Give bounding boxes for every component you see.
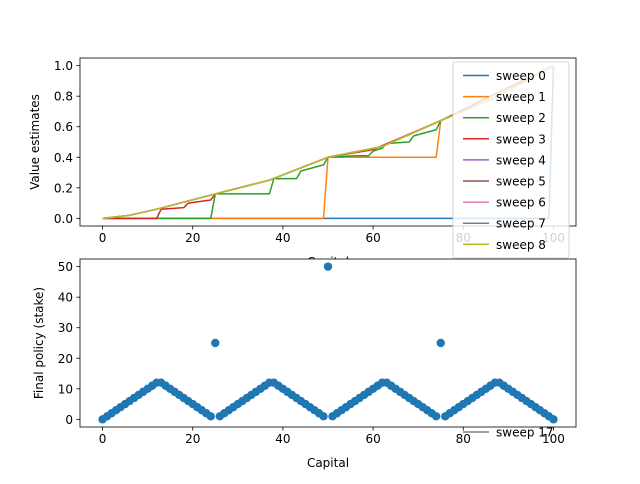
top-y-tick-label: 0.6 [54, 120, 73, 134]
top-x-tick-label: 0 [99, 231, 107, 245]
top-y-tick-label: 1.0 [54, 59, 73, 73]
policy-point [432, 412, 441, 421]
policy-point [323, 262, 333, 271]
legend-label-sweep-6: sweep 6 [496, 196, 546, 210]
top-y-tick-label: 0.8 [54, 90, 73, 104]
legend-label-sweep-4: sweep 4 [496, 153, 546, 167]
legend-overlap-entry: sweep 17 [463, 426, 554, 440]
top-x-tick-label: 20 [185, 231, 200, 245]
policy-points-group [98, 262, 558, 424]
bottom-y-tick-label: 40 [58, 291, 73, 305]
bottom-x-tick-label: 0 [99, 432, 107, 446]
top-x-tick-label: 60 [365, 231, 380, 245]
bottom-x-tick-label: 60 [365, 432, 380, 446]
bottom-y-tick-label: 20 [58, 352, 73, 366]
policy-point [549, 415, 558, 424]
policy-point [206, 412, 215, 421]
legend-label-sweep-2: sweep 2 [496, 111, 546, 125]
top-y-tick-label: 0.0 [54, 212, 73, 226]
series-line-sweep-2 [102, 64, 554, 220]
top-y-axis-label: Value estimates [28, 94, 42, 190]
bottom-x-ticks: 0 20 40 60 80 100 [99, 427, 565, 446]
legend-label-sweep-3: sweep 3 [496, 132, 546, 146]
bottom-y-tick-label: 50 [58, 260, 73, 274]
legend-label-sweep-5: sweep 5 [496, 175, 546, 189]
bottom-plot-frame [79, 258, 577, 428]
bottom-y-ticks: 0 10 20 30 40 50 [58, 260, 80, 427]
bottom-x-axis-label: Capital [307, 456, 349, 470]
legend-overlap-label: sweep 17 [496, 426, 554, 440]
legend-box [452, 61, 570, 259]
final-policy-chart: 0 20 40 60 80 100 0 10 20 30 40 50 Capital Final p… [32, 258, 577, 470]
legend-label-sweep-8: sweep 8 [496, 238, 546, 252]
bottom-y-tick-label: 30 [58, 321, 73, 335]
policy-point [319, 412, 328, 421]
bottom-y-tick-label: 0 [65, 413, 73, 427]
legend-label-sweep-1: sweep 1 [496, 90, 546, 104]
legend-label-sweep-0: sweep 0 [496, 69, 546, 83]
bottom-x-tick-label: 100 [542, 432, 565, 446]
top-plot-frame [79, 57, 577, 227]
top-x-tick-label: 40 [275, 231, 290, 245]
bottom-y-axis-label: Final policy (stake) [32, 287, 46, 399]
value-series-group [102, 64, 555, 220]
legend-label-sweep-7: sweep 7 [496, 217, 546, 231]
bottom-x-tick-label: 40 [275, 432, 290, 446]
top-y-ticks: 0.0 0.2 0.4 0.6 0.8 1.0 [54, 59, 80, 226]
top-y-tick-label: 0.2 [54, 181, 73, 195]
bottom-y-tick-label: 10 [58, 382, 73, 396]
bottom-x-tick-label: 20 [185, 432, 200, 446]
top-y-tick-label: 0.4 [54, 151, 73, 165]
legend-items: sweep 0 sweep 1 sweep 2 sweep 3 sweep 4 sweep… [463, 69, 546, 252]
legend: sweep 0 sweep 1 sweep 2 sweep 3 sweep 4 sweep… [452, 61, 570, 259]
policy-point [436, 338, 445, 348]
policy-point [211, 338, 220, 348]
bottom-x-tick-label: 80 [456, 432, 471, 446]
